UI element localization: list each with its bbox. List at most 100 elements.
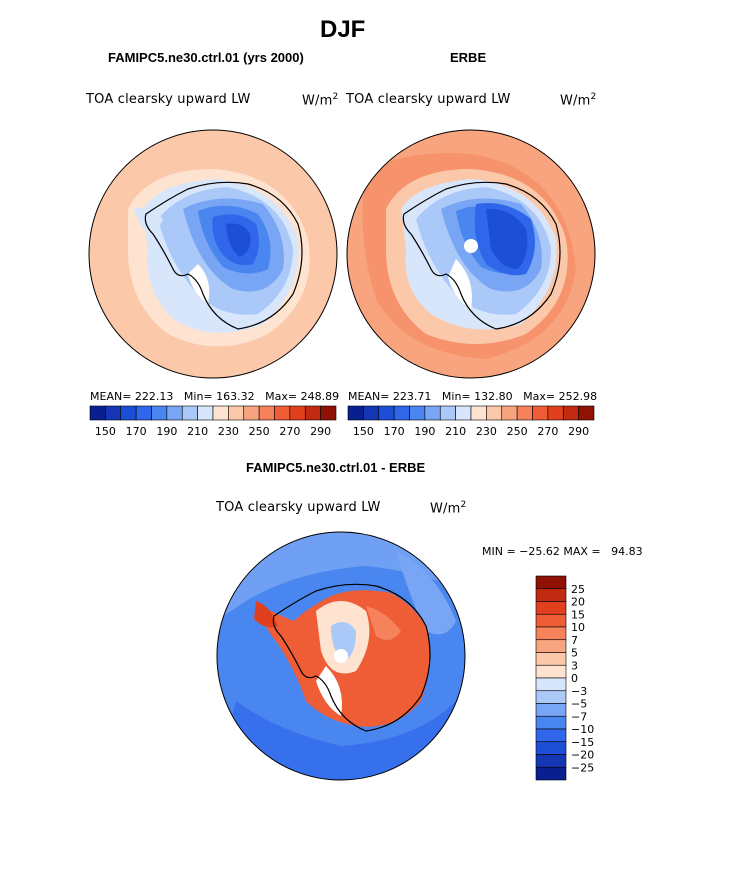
diff-units-base: W/m (430, 501, 461, 517)
panel2-colorbar-swatch (409, 405, 426, 421)
panel2-units-base: W/m (560, 93, 591, 109)
panel2-colorbar: 150 170 190 210 230 250 270 290 (347, 405, 595, 438)
diff-colorbar-tick-label: 10 (571, 621, 585, 634)
panel1-colorbar-tick-label: 150 (95, 425, 116, 438)
diff-colorbar-swatch (535, 575, 567, 590)
difference-polar-map (216, 531, 466, 781)
diff-colorbar-tick-label: 15 (571, 608, 585, 621)
panel2-max: Max= 252.98 (523, 390, 598, 403)
diff-minmax: MIN = −25.62 MAX = 94.83 (482, 545, 643, 558)
panel2-colorbar-swatch (347, 405, 364, 421)
panel2-colorbar-tick-label: 190 (414, 425, 435, 438)
panel2-colorbar-swatch (562, 405, 579, 421)
diff-units-exp: 2 (460, 500, 467, 510)
panel2-colorbar-tick-label: 170 (384, 425, 405, 438)
diff-colorbar-tick-label: 3 (571, 659, 578, 672)
panel2-colorbar-tick-label: 250 (507, 425, 528, 438)
diff-colorbar-swatch (535, 626, 567, 641)
panel1-colorbar-swatch (166, 405, 183, 421)
panel1-colorbar-swatch (151, 405, 168, 421)
diff-colorbar-swatch (535, 728, 567, 743)
panel2-colorbar-tick-label: 150 (353, 425, 374, 438)
panel2-colorbar-swatch (532, 405, 549, 421)
diff-colorbar-tick-label: 7 (571, 634, 578, 647)
panel1-colorbar-tick-label: 230 (218, 425, 239, 438)
panel1-variable: TOA clearsky upward LW (86, 92, 251, 107)
panel2-colorbar-tick-label: 270 (537, 425, 558, 438)
diff-colorbar-swatch (535, 613, 567, 628)
diff-colorbar-tick-label: 0 (571, 672, 578, 685)
panel2-units-exp: 2 (590, 92, 597, 102)
panel1-colorbar-swatch (135, 405, 152, 421)
diff-title: FAMIPC5.ne30.ctrl.01 - ERBE (246, 460, 426, 475)
panel2-colorbar-swatch (516, 405, 533, 421)
panel2-min: Min= 132.80 (441, 390, 513, 403)
diff-colorbar-swatch (535, 652, 567, 666)
panel2-colorbar-swatch (439, 405, 456, 421)
diff-colorbar-swatch (535, 601, 567, 615)
panel1-min: Min= 163.32 (183, 390, 255, 403)
erbe-polar-map (346, 129, 596, 379)
diff-colorbar-tick-label: 25 (571, 583, 585, 596)
panel1-stats: MEAN= 222.13 Min= 163.32 Max= 248.89 (90, 390, 339, 403)
panel2-colorbar-swatch (455, 405, 472, 421)
panel1-colorbar-swatch (274, 405, 291, 421)
diff-colorbar-swatch (535, 690, 567, 704)
diff-colorbar-swatch (535, 703, 567, 717)
panel1-colorbar-swatch (289, 405, 306, 421)
diff-colorbar-swatch (535, 741, 567, 755)
panel2-colorbar-tick-label: 230 (476, 425, 497, 438)
diff-colorbar-tick-label: −25 (571, 761, 594, 774)
diff-colorbar-swatch (535, 588, 567, 602)
panel1-colorbar-tick-label: 170 (126, 425, 147, 438)
panel1-colorbar: 150 170 190 210 230 250 270 290 (89, 405, 337, 438)
panel1-colorbar-tick-label: 290 (310, 425, 331, 438)
model-polar-map (88, 129, 338, 379)
diff-variable: TOA clearsky upward LW (216, 500, 381, 515)
panel2-colorbar-tick-label: 290 (568, 425, 589, 438)
panel1-colorbar-swatch (212, 405, 229, 421)
diff-colorbar-swatch (535, 715, 567, 730)
page-title: DJF (320, 16, 366, 43)
panel2-units: W/m2 (560, 92, 596, 108)
panel1-colorbar-tick-label: 210 (187, 425, 208, 438)
panel1-max: Max= 248.89 (265, 390, 340, 403)
diff-colorbar-tick-label: 20 (571, 596, 585, 609)
panel2-colorbar-tick-label: 210 (445, 425, 466, 438)
panel1-colorbar-tick-label: 250 (249, 425, 270, 438)
diff-colorbar-tick-label: −20 (571, 749, 594, 762)
panel1-colorbar-swatch (258, 405, 275, 421)
panel2-colorbar-swatch (486, 405, 503, 421)
panel2-colorbar-swatch (547, 405, 564, 421)
panel1-colorbar-tick-label: 190 (156, 425, 177, 438)
diff-colorbar-tick-label: 5 (571, 647, 578, 660)
panel1-title: FAMIPC5.ne30.ctrl.01 (yrs 2000) (108, 50, 304, 65)
diff-colorbar-tick-label: −15 (571, 736, 594, 749)
panel2-colorbar-swatch (578, 405, 595, 421)
panel2-variable: TOA clearsky upward LW (346, 92, 511, 107)
panel1-colorbar-swatch (304, 405, 321, 421)
diff-units: W/m2 (430, 500, 466, 516)
panel2-colorbar-swatch (501, 405, 518, 421)
panel2-colorbar-swatch (363, 405, 380, 421)
panel1-colorbar-swatch (89, 405, 106, 421)
diff-colorbar-tick-label: −5 (571, 698, 587, 711)
diff-colorbar-tick-label: −10 (571, 723, 594, 736)
panel1-colorbar-swatch (181, 405, 198, 421)
panel2-colorbar-swatch (424, 405, 441, 421)
diff-colorbar-swatch (535, 766, 567, 781)
panel1-units-base: W/m (302, 93, 333, 109)
panel1-mean: MEAN= 222.13 (90, 390, 174, 403)
panel2-colorbar-swatch (470, 405, 487, 421)
panel1-colorbar-swatch (105, 405, 122, 421)
panel1-units: W/m2 (302, 92, 338, 108)
panel2-colorbar-swatch (378, 405, 395, 421)
diff-colorbar-tick-label: −3 (571, 685, 587, 698)
panel1-colorbar-swatch (120, 405, 137, 421)
diff-colorbar-swatch (535, 639, 567, 653)
diff-colorbar-swatch (535, 677, 567, 692)
panel1-colorbar-swatch (197, 405, 214, 421)
panel2-colorbar-swatch (393, 405, 410, 421)
panel1-colorbar-tick-label: 270 (279, 425, 300, 438)
